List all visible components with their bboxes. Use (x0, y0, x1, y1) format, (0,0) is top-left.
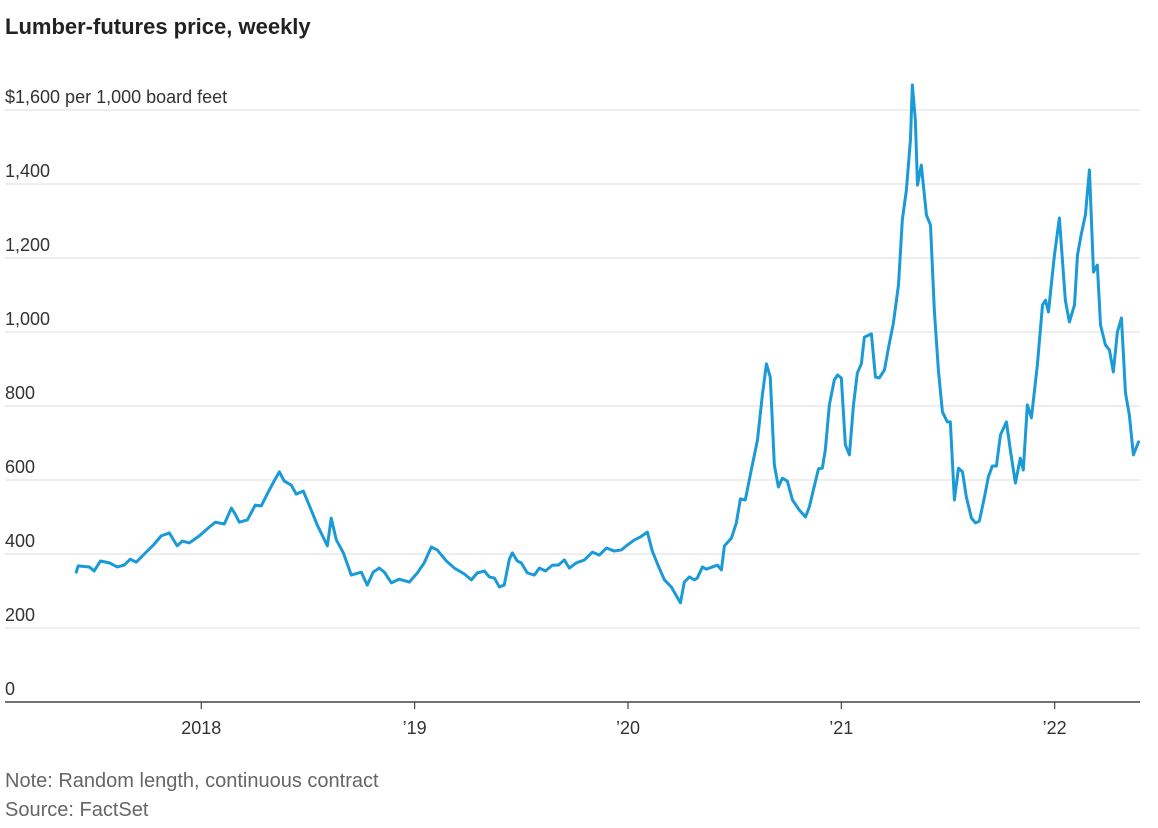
source: Source: FactSet (5, 799, 149, 821)
y-tick-label: 1,000 (5, 309, 50, 329)
price-line (74, 83, 1141, 605)
x-tick-label: ’20 (616, 718, 640, 738)
chart-title: Lumber-futures price, weekly (5, 14, 311, 39)
x-tick-label: ’19 (403, 718, 427, 738)
x-tick-label: ’21 (829, 718, 853, 738)
y-tick-label: 0 (5, 679, 15, 699)
y-tick-label: 800 (5, 383, 35, 403)
note: Note: Random length, continuous contract (5, 770, 379, 792)
y-tick-label: 1,400 (5, 161, 50, 181)
y-tick-label: 200 (5, 605, 35, 625)
y-tick-label: 400 (5, 531, 35, 551)
y-tick-label: 1,200 (5, 235, 50, 255)
y-tick-label: $1,600 per 1,000 board feet (5, 87, 227, 107)
y-tick-label: 600 (5, 457, 35, 477)
x-tick-label: 2018 (181, 718, 221, 738)
x-tick-label: ’22 (1043, 718, 1067, 738)
